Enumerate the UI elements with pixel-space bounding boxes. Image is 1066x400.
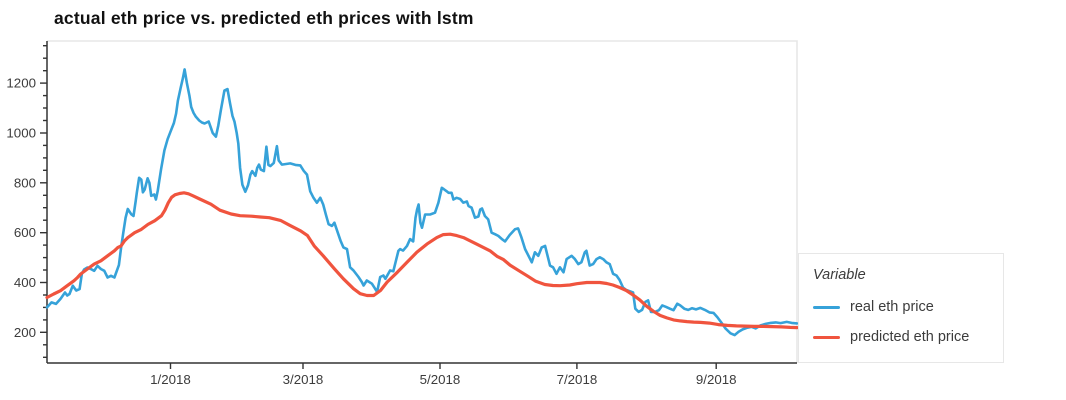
svg-text:1/2018: 1/2018 [150,372,191,387]
axis-ticks [40,45,717,369]
svg-text:5/2018: 5/2018 [420,372,461,387]
predicted-eth-price-line-icon [813,335,840,339]
legend-item-predicted-eth-price[interactable]: predicted eth price [813,322,989,352]
legend-item-real-eth-price[interactable]: real eth price [813,292,989,322]
svg-text:200: 200 [14,325,36,340]
panel-border [47,40,798,363]
legend-item-label: real eth price [850,299,934,315]
legend-title: Variable [813,267,866,283]
legend-item-label: predicted eth price [850,329,970,345]
svg-text:1200: 1200 [6,76,36,91]
svg-text:9/2018: 9/2018 [696,372,737,387]
svg-text:1000: 1000 [6,126,36,141]
real-eth-price-line-icon [813,305,840,309]
svg-text:3/2018: 3/2018 [283,372,324,387]
svg-text:800: 800 [14,175,36,190]
legend: Variable real eth price predicted eth pr… [798,253,1004,363]
predicted-eth-price-line[interactable] [45,191,799,330]
svg-text:7/2018: 7/2018 [557,372,598,387]
x-tick-labels: 1/2018 3/2018 5/2018 7/2018 9/2018 [150,372,736,387]
chart-title: actual eth price vs. predicted eth price… [54,8,474,28]
svg-text:400: 400 [14,275,36,290]
real-eth-price-line[interactable] [45,68,799,337]
svg-text:600: 600 [14,225,36,240]
y-tick-labels: 200 400 600 800 1000 1200 [6,76,36,340]
